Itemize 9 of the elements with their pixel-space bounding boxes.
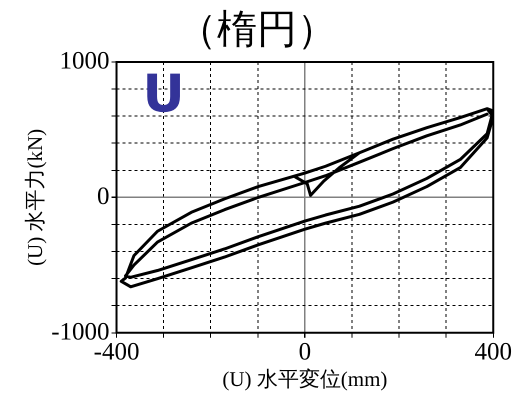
chart-title: （楕円） bbox=[177, 6, 337, 52]
y-tick-label: 0 bbox=[97, 182, 110, 210]
x-tick-label: 0 bbox=[298, 338, 312, 366]
y-axis-title: (U) 水平力(kN) bbox=[23, 128, 48, 266]
x-axis-title: (U) 水平変位(mm) bbox=[222, 366, 388, 391]
y-tick-label: 1000 bbox=[60, 48, 110, 75]
y-tick-label: -1000 bbox=[51, 318, 110, 346]
annotation: U bbox=[142, 64, 185, 125]
x-tick-label: 400 bbox=[474, 338, 512, 366]
